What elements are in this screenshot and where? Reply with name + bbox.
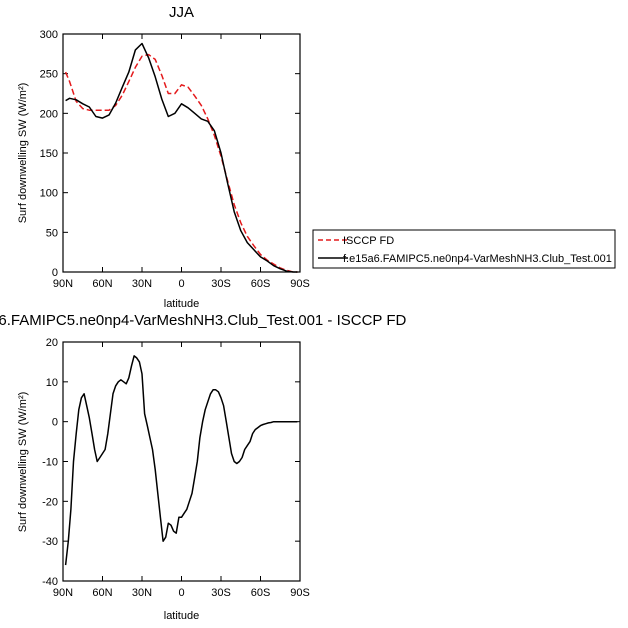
bottom-chart-ylabel: Surf downwelling SW (W/m²) (17, 392, 29, 533)
x-tick-label: 90N (53, 587, 73, 599)
legend-label-isccp: ISCCP FD (343, 235, 394, 247)
top-chart: JJA 0 50 100 150 200 250 300 90N 60N 30N 0 30S 60S 9… (17, 4, 310, 310)
y-tick-label: 0 (52, 267, 58, 279)
legend-label-model: f.e15a6.FAMIPC5.ne0np4-VarMeshNH3.Club_T… (343, 253, 612, 265)
y-tick-label: 150 (40, 148, 58, 160)
legend-box (312, 229, 616, 269)
x-tick-label: 90N (53, 278, 73, 290)
y-tick-label: 10 (46, 377, 58, 389)
x-tick-label: 90S (290, 587, 310, 599)
y-tick-label: 300 (40, 29, 58, 41)
y-tick-label: -10 (42, 457, 58, 469)
bottom-chart-title: f.e15a6.FAMIPC5.ne0np4-VarMeshNH3.Club_T… (0, 312, 406, 329)
y-tick-label: -20 (42, 496, 58, 508)
top-chart-ylabel: Surf downwelling SW (W/m²) (17, 83, 29, 224)
y-tick-label: -30 (42, 536, 58, 548)
y-tick-label: 0 (52, 417, 58, 429)
top-chart-title: JJA (169, 4, 194, 21)
series-line-model (64, 355, 298, 566)
y-tick-label: 20 (46, 337, 58, 349)
y-tick-label: 250 (40, 69, 58, 81)
x-tick-label: 60N (92, 278, 112, 290)
x-tick-label: 30N (132, 278, 152, 290)
x-tick-label: 30N (132, 587, 152, 599)
y-tick-label: 200 (40, 108, 58, 120)
y-tick-label: 50 (46, 227, 58, 239)
bottom-chart-xlabel: latitude (164, 610, 199, 622)
bottom-chart-frame (62, 341, 301, 582)
x-tick-label: 60S (251, 278, 271, 290)
series-line-isccp (64, 53, 298, 273)
bottom-chart: f.e15a6.FAMIPC5.ne0np4-VarMeshNH3.Club_T… (0, 312, 406, 622)
legend: ISCCP FD f.e15a6.FAMIPC5.ne0np4-VarMeshN… (312, 229, 616, 269)
top-chart-xlabel: latitude (164, 298, 199, 310)
y-tick-label: 100 (40, 188, 58, 200)
x-tick-label: 60S (251, 587, 271, 599)
x-tick-label: 0 (178, 587, 184, 599)
x-tick-label: 30S (211, 278, 231, 290)
y-tick-label: -40 (42, 576, 58, 588)
x-tick-label: 90S (290, 278, 310, 290)
series-line-model (65, 42, 298, 273)
x-tick-label: 60N (92, 587, 112, 599)
x-tick-label: 0 (178, 278, 184, 290)
x-tick-label: 30S (211, 587, 231, 599)
top-chart-frame (62, 33, 301, 273)
